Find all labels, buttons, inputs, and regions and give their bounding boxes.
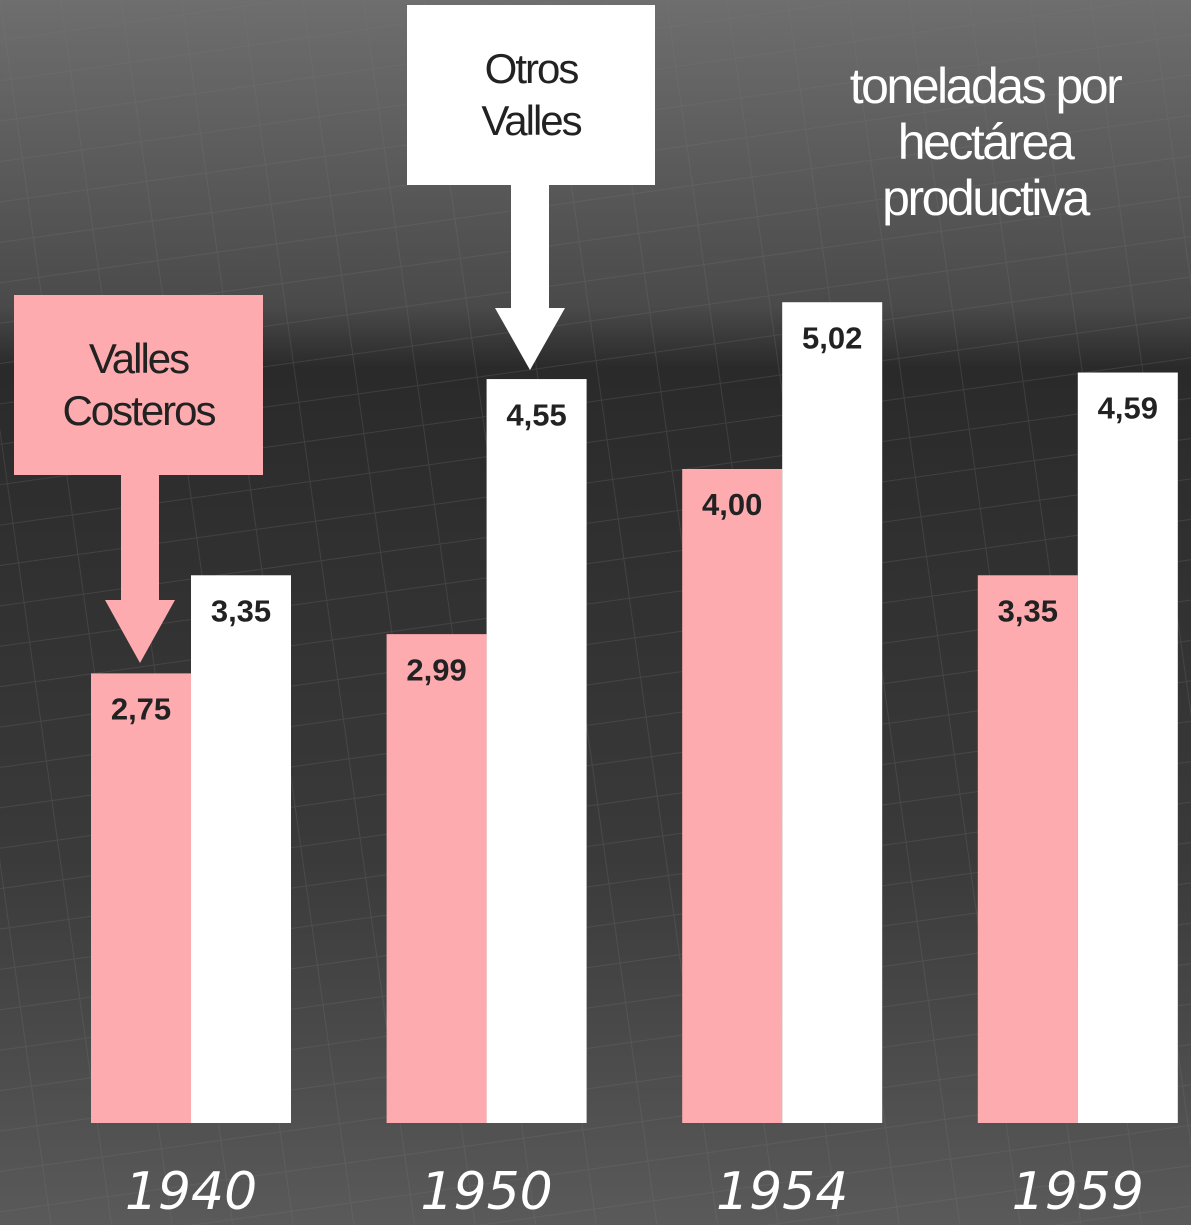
chart-title: toneladas por hectárea productiva	[849, 58, 1123, 226]
bar	[191, 575, 291, 1123]
bar	[1077, 372, 1178, 1123]
legend-label: Otros Valles	[481, 45, 582, 144]
bar	[486, 379, 587, 1123]
legend-box: Otros Valles	[407, 5, 655, 185]
bar	[782, 302, 883, 1124]
x-tick-label: 1954	[716, 1162, 848, 1222]
legend-arrow	[105, 475, 175, 663]
value-label: 2,75	[111, 692, 171, 727]
bar	[91, 673, 191, 1123]
legend-box: Valles Costeros	[14, 295, 263, 475]
bar	[386, 634, 487, 1123]
x-tick-label: 1940	[125, 1162, 257, 1222]
value-label: 4,00	[702, 487, 762, 522]
bar	[977, 575, 1078, 1123]
value-label: 2,99	[406, 652, 466, 687]
bar	[682, 469, 783, 1123]
value-label: 4,55	[506, 397, 566, 432]
x-tick-label: 1959	[1012, 1162, 1144, 1222]
value-label: 4,59	[1098, 391, 1158, 426]
legend-label: Valles Costeros	[62, 335, 216, 434]
value-label: 3,35	[211, 593, 271, 628]
value-label: 3,35	[998, 593, 1058, 628]
value-label: 5,02	[802, 320, 862, 355]
legend-arrow	[495, 185, 565, 370]
x-tick-label: 1950	[420, 1162, 552, 1222]
